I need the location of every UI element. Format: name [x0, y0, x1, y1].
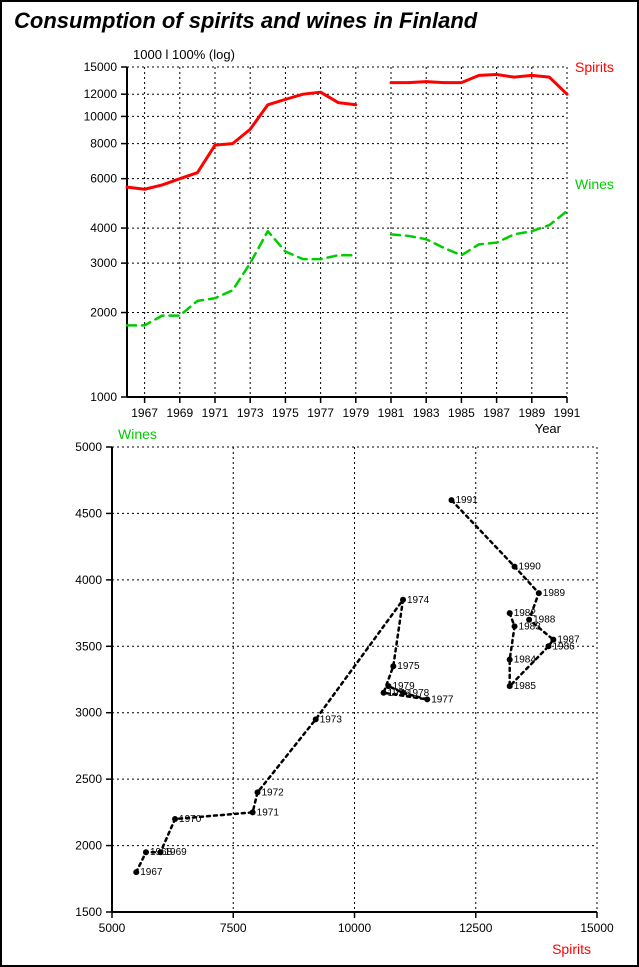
svg-text:4000: 4000: [75, 573, 102, 587]
svg-text:3500: 3500: [75, 639, 102, 653]
svg-text:1991: 1991: [554, 406, 581, 420]
svg-text:1984: 1984: [514, 655, 537, 666]
svg-text:1989: 1989: [518, 406, 545, 420]
svg-text:Spirits: Spirits: [552, 941, 591, 957]
svg-text:12500: 12500: [459, 921, 493, 935]
svg-text:1979: 1979: [392, 681, 415, 692]
svg-text:1975: 1975: [397, 661, 420, 672]
svg-text:Wines: Wines: [575, 176, 614, 192]
svg-text:1969: 1969: [166, 406, 193, 420]
svg-text:1971: 1971: [202, 406, 229, 420]
svg-text:1969: 1969: [165, 847, 188, 858]
svg-text:1979: 1979: [342, 406, 369, 420]
svg-text:1981: 1981: [378, 406, 405, 420]
svg-text:Wines: Wines: [118, 426, 157, 442]
svg-text:3000: 3000: [90, 256, 117, 270]
svg-text:1967: 1967: [140, 867, 163, 878]
svg-text:8000: 8000: [90, 137, 117, 151]
page-title: Consumption of spirits and wines in Finl…: [14, 8, 477, 34]
svg-text:1972: 1972: [262, 787, 285, 798]
svg-text:1987: 1987: [483, 406, 510, 420]
svg-text:1987: 1987: [557, 635, 580, 646]
svg-text:3000: 3000: [75, 706, 102, 720]
svg-text:1985: 1985: [448, 406, 475, 420]
svg-text:1977: 1977: [431, 694, 454, 705]
svg-text:12000: 12000: [84, 87, 118, 101]
svg-text:1967: 1967: [131, 406, 158, 420]
chart-svg: 1000 2000 3000 4000 6000 8000 10000 12000 15000 1…: [2, 2, 639, 965]
svg-text:1989: 1989: [543, 588, 566, 599]
svg-text:2000: 2000: [75, 839, 102, 853]
svg-text:2500: 2500: [75, 772, 102, 786]
svg-text:15000: 15000: [84, 60, 118, 74]
svg-text:1973: 1973: [237, 406, 264, 420]
svg-text:1973: 1973: [320, 714, 343, 725]
svg-text:1500: 1500: [75, 905, 102, 919]
svg-text:1975: 1975: [272, 406, 299, 420]
svg-text:1985: 1985: [514, 681, 537, 692]
svg-text:10000: 10000: [84, 109, 118, 123]
svg-text:7500: 7500: [220, 921, 247, 935]
svg-text:2000: 2000: [90, 306, 117, 320]
svg-text:4000: 4000: [90, 221, 117, 235]
svg-text:1977: 1977: [307, 406, 334, 420]
svg-text:15000: 15000: [580, 921, 614, 935]
svg-text:1983: 1983: [413, 406, 440, 420]
svg-text:1000 l 100% (log): 1000 l 100% (log): [133, 47, 235, 62]
svg-text:5000: 5000: [99, 921, 126, 935]
chart-container: Consumption of spirits and wines in Finl…: [0, 0, 639, 967]
svg-text:1971: 1971: [257, 807, 280, 818]
svg-text:5000: 5000: [75, 440, 102, 454]
svg-text:1970: 1970: [179, 814, 202, 825]
svg-text:10000: 10000: [338, 921, 372, 935]
svg-text:Spirits: Spirits: [575, 59, 614, 75]
svg-text:6000: 6000: [90, 172, 117, 186]
svg-text:1988: 1988: [533, 615, 556, 626]
svg-text:4500: 4500: [75, 506, 102, 520]
svg-text:1991: 1991: [456, 495, 479, 506]
svg-text:1000: 1000: [90, 390, 117, 404]
svg-text:1990: 1990: [519, 562, 542, 573]
svg-text:1974: 1974: [407, 595, 430, 606]
svg-text:Year: Year: [535, 421, 562, 436]
